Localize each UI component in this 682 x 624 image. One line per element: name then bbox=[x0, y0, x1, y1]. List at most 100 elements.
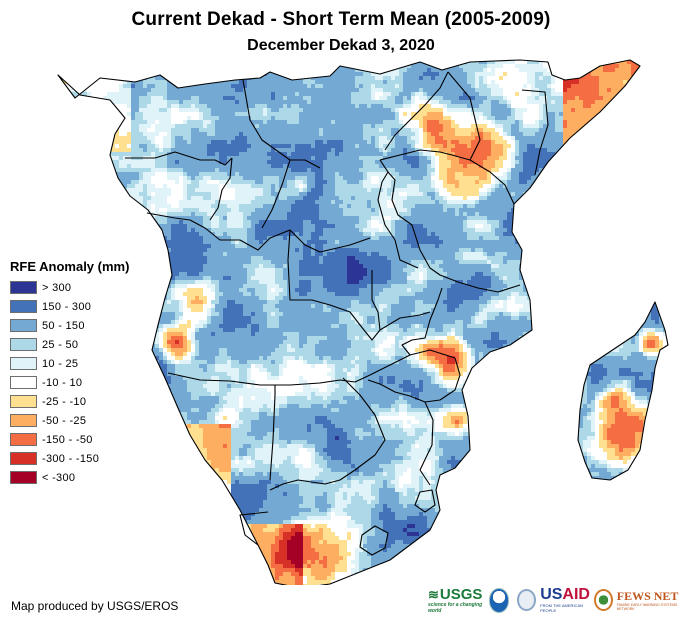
raster-cell bbox=[471, 88, 475, 92]
raster-cell bbox=[151, 80, 155, 84]
raster-cell bbox=[167, 144, 171, 148]
raster-cell bbox=[79, 60, 83, 64]
raster-cell bbox=[543, 172, 547, 176]
raster-cell bbox=[211, 164, 215, 168]
raster-cell bbox=[523, 152, 527, 156]
raster-cell bbox=[239, 92, 243, 96]
raster-cell bbox=[491, 148, 495, 152]
raster-cell bbox=[359, 60, 363, 64]
raster-cell bbox=[227, 80, 231, 84]
raster-cell bbox=[167, 108, 171, 112]
raster-cell bbox=[79, 160, 83, 164]
raster-cell bbox=[423, 116, 427, 120]
raster-cell bbox=[143, 116, 147, 120]
raster-cell bbox=[375, 168, 379, 172]
raster-cell bbox=[91, 72, 95, 76]
raster-cell bbox=[271, 196, 275, 200]
raster-cell bbox=[455, 164, 459, 168]
raster-cell bbox=[159, 124, 163, 128]
raster-cell bbox=[71, 172, 75, 176]
raster-cell bbox=[547, 96, 551, 100]
raster-cell bbox=[623, 112, 627, 116]
raster-cell bbox=[519, 68, 523, 72]
raster-cell bbox=[455, 128, 459, 132]
raster-cell bbox=[283, 168, 287, 172]
raster-cell bbox=[655, 112, 659, 116]
raster-cell bbox=[631, 124, 635, 128]
raster-cell bbox=[87, 108, 91, 112]
raster-cell bbox=[435, 128, 439, 132]
raster-cell bbox=[319, 200, 323, 204]
raster-cell bbox=[75, 64, 79, 68]
raster-cell bbox=[131, 176, 135, 180]
raster-cell bbox=[339, 116, 343, 120]
raster-cell bbox=[203, 120, 207, 124]
raster-cell bbox=[135, 140, 139, 144]
raster-cell bbox=[535, 152, 539, 156]
raster-cell bbox=[499, 164, 503, 168]
raster-cell bbox=[115, 148, 119, 152]
raster-cell bbox=[335, 152, 339, 156]
raster-cell bbox=[75, 108, 79, 112]
raster-cell bbox=[171, 92, 175, 96]
raster-cell bbox=[447, 132, 451, 136]
raster-cell bbox=[495, 156, 499, 160]
raster-cell bbox=[647, 76, 651, 80]
raster-cell bbox=[567, 172, 571, 176]
raster-cell bbox=[375, 68, 379, 72]
raster-cell bbox=[203, 84, 207, 88]
raster-cell bbox=[87, 92, 91, 96]
raster-cell bbox=[167, 160, 171, 164]
raster-cell bbox=[363, 164, 367, 168]
raster-cell bbox=[663, 96, 667, 100]
raster-cell bbox=[275, 144, 279, 148]
raster-cell bbox=[443, 72, 447, 76]
raster-cell bbox=[455, 88, 459, 92]
raster-cell bbox=[379, 188, 383, 192]
raster-cell bbox=[279, 136, 283, 140]
raster-cell bbox=[463, 80, 467, 84]
raster-cell bbox=[283, 124, 287, 128]
raster-cell bbox=[219, 64, 223, 68]
raster-cell bbox=[667, 184, 668, 188]
raster-cell bbox=[395, 108, 399, 112]
raster-cell bbox=[475, 128, 479, 132]
raster-cell bbox=[479, 104, 483, 108]
raster-cell bbox=[655, 124, 659, 128]
raster-cell bbox=[171, 84, 175, 88]
raster-cell bbox=[547, 196, 551, 200]
raster-cell bbox=[595, 172, 599, 176]
raster-cell bbox=[591, 128, 595, 132]
raster-cell bbox=[635, 116, 639, 120]
raster-cell bbox=[287, 172, 291, 176]
raster-cell bbox=[107, 96, 111, 100]
raster-cell bbox=[531, 188, 535, 192]
raster-cell bbox=[631, 84, 635, 88]
raster-cell bbox=[343, 172, 347, 176]
raster-cell bbox=[135, 100, 139, 104]
raster-cell bbox=[323, 96, 327, 100]
raster-cell bbox=[667, 172, 668, 176]
raster-cell bbox=[551, 100, 555, 104]
raster-cell bbox=[247, 152, 251, 156]
raster-cell bbox=[359, 184, 363, 188]
raster-cell bbox=[627, 184, 631, 188]
raster-cell bbox=[335, 84, 339, 88]
raster-cell bbox=[243, 196, 247, 200]
raster-cell bbox=[279, 156, 283, 160]
raster-cell bbox=[167, 140, 171, 144]
raster-cell bbox=[639, 116, 643, 120]
raster-cell bbox=[447, 180, 451, 184]
raster-cell bbox=[283, 132, 287, 136]
raster-cell bbox=[331, 112, 335, 116]
raster-cell bbox=[615, 80, 619, 84]
raster-cell bbox=[255, 180, 259, 184]
raster-cell bbox=[359, 176, 363, 180]
raster-cell bbox=[175, 136, 179, 140]
raster-cell bbox=[155, 104, 159, 108]
raster-cell bbox=[471, 144, 475, 148]
raster-cell bbox=[271, 128, 275, 132]
raster-cell bbox=[127, 180, 131, 184]
raster-cell bbox=[323, 136, 327, 140]
raster-cell bbox=[595, 192, 599, 196]
